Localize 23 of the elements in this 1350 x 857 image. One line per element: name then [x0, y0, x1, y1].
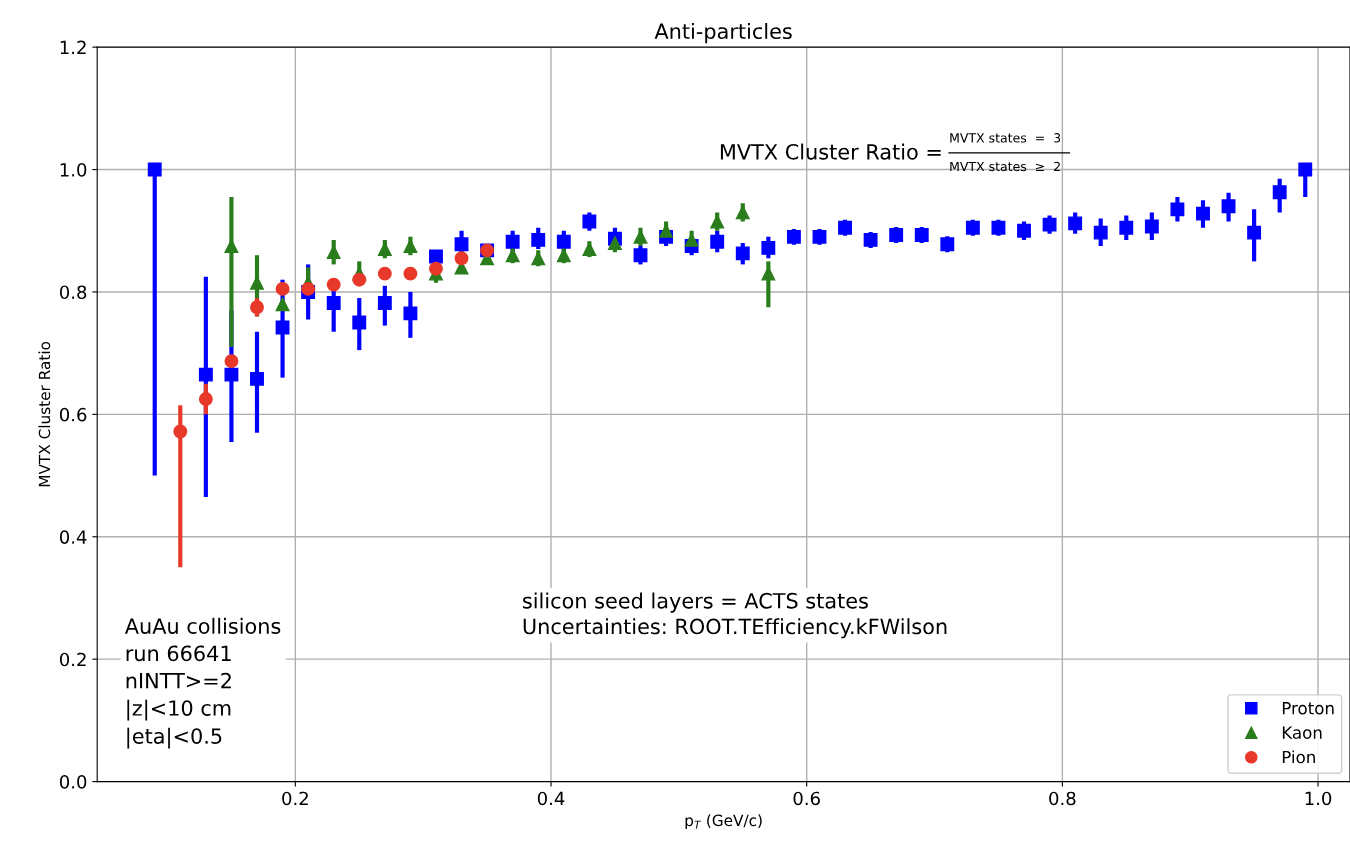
annotation: AuAu collisions run 66641 nINTT>=2 |z|<10 cm |eta|<0.5: [124, 617, 281, 749]
y-axis-title: MVTX Cluster Ratio: [38, 341, 51, 487]
y-tick-label: 1.2: [60, 40, 86, 54]
annotation: silicon seed layers = ACTS states Uncertainties: ROOT.TEfficiency.kFWilson: [523, 592, 947, 639]
y-tick-label: 0.8: [59, 285, 87, 300]
legend-label: Proton: [1282, 702, 1334, 715]
x-tick-label: 0.8: [1049, 791, 1076, 806]
x-tick-label: 0.4: [537, 791, 565, 806]
annotation: MVTX states = 3: [950, 133, 1061, 143]
x-tick-label: 0.2: [282, 791, 308, 806]
y-tick-label: 0.2: [59, 652, 86, 667]
x-tick-label: 0.6: [793, 791, 820, 806]
legend-label: Kaon: [1282, 726, 1322, 739]
y-tick-label: 1.0: [60, 163, 87, 177]
chart-title: Anti-particles: [654, 22, 792, 44]
x-tick-label: 1.0: [1305, 791, 1332, 806]
y-tick-label: 0.0: [59, 775, 87, 789]
y-tick-label: 0.6: [59, 407, 87, 422]
y-tick-label: 0.4: [59, 530, 87, 544]
x-axis-title: p$_{T}$ (GeV/c): [685, 814, 762, 830]
annotation: MVTX Cluster Ratio =: [720, 143, 941, 160]
legend-label: Pion: [1282, 750, 1315, 764]
annotation: MVTX states ≥ 2: [950, 161, 1060, 172]
